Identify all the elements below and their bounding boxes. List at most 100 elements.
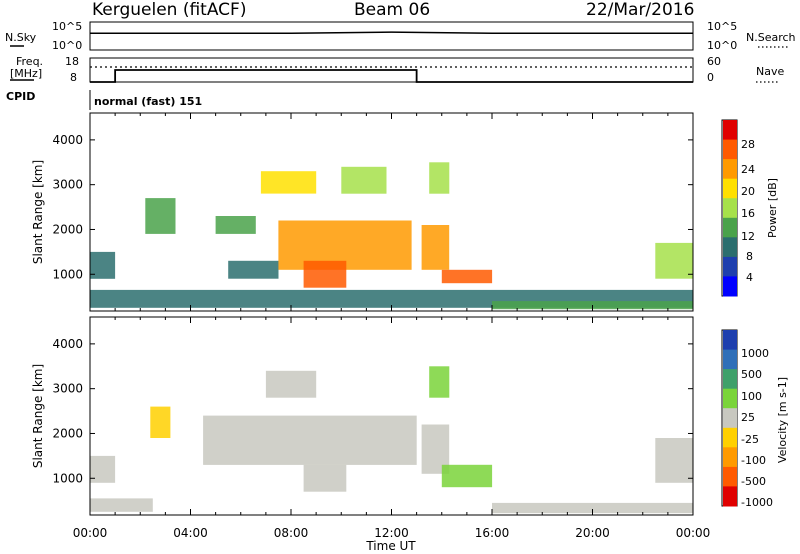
power-cbar-label: Power [dB] [766,178,779,238]
colorbar-swatch-7 [723,256,737,277]
power-cbar-tick-1: 24 [741,163,755,176]
vel-cbar-tick-1: 500 [741,368,762,381]
x-tick-label: 12:00 [374,526,409,540]
x-tick-label: 00:00 [676,526,711,540]
power-ylabel: Slant Range [km] [31,160,45,264]
x-tick-label: 04:00 [173,526,208,540]
vel-cbar-tick-6: -500 [741,475,766,488]
heatmap-region-8 [441,464,493,488]
freq-tick-high: 18 [65,55,79,68]
vel-cbar-tick-2: 100 [741,390,762,403]
velocity-heatmap [90,366,693,514]
freq-panel: Freq. [MHz] 18 8 60 0 Nave [10,55,784,84]
freq-label-line2: [MHz] [10,67,42,80]
y-tick-label: 1000 [52,267,83,281]
power-cbar-tick-3: 16 [741,207,755,220]
vel-cbar-tick-0: 1000 [741,347,769,360]
heatmap-region-4 [228,260,279,279]
station-title: Kerguelen (fitACF) [92,0,246,20]
power-cbar-tick-6: 4 [746,271,753,284]
noise-tick-low-left: 10^0 [52,39,82,52]
heatmap-region-0 [90,498,153,512]
y-tick-label: 1000 [52,471,83,485]
colorbar-swatch-0 [723,120,737,141]
nave-tick-high: 60 [707,55,721,68]
power-heatmap [90,162,693,310]
heatmap-region-7 [303,260,347,288]
nsky-series [90,31,693,34]
colorbar-swatch-4 [723,408,737,429]
x-axis-labels: 00:00 04:00 08:00 12:00 16:00 20:00 00:00 [73,526,711,540]
colorbar-swatch-5 [723,217,737,238]
cpid-label: CPID [6,90,35,103]
vel-cbar-tick-5: -100 [741,454,766,467]
nave-label: Nave [756,65,784,78]
noise-tick-high-left: 10^5 [52,20,82,33]
x-tick-label: 00:00 [73,526,108,540]
x-tick-label: 08:00 [274,526,309,540]
heatmap-region-4 [265,370,317,398]
freq-tick-low: 8 [70,71,77,84]
colorbar-swatch-4 [723,198,737,219]
power-cbar-tick-2: 20 [741,185,755,198]
heatmap-region-5 [303,464,347,492]
y-tick-label: 4000 [52,133,83,147]
y-tick-label: 2000 [52,222,83,236]
heatmap-region-10 [655,438,693,483]
nsearch-label: N.Search [746,31,796,44]
heatmap-region-10 [429,162,450,194]
nsky-label: N.Sky [5,31,37,44]
heatmap-region-2 [150,406,171,438]
nave-tick-low: 0 [707,71,714,84]
colorbar-swatch-8 [723,276,737,297]
heatmap-region-11 [441,269,493,284]
velocity-cbar-label: Velocity [m s-1] [776,377,789,463]
x-tick-label: 20:00 [575,526,610,540]
heatmap-region-9 [421,225,450,270]
heatmap-region-13 [655,242,693,279]
power-cbar-tick-4: 12 [741,230,755,243]
colorbar-swatch-1 [723,349,737,370]
colorbar-swatch-3 [723,178,737,199]
noise-panel: N.Sky N.Search 10^5 10^0 10^5 10^0 [5,20,796,52]
colorbar-swatch-7 [723,466,737,487]
y-tick-label: 2000 [52,426,83,440]
freq-series [90,69,693,83]
beam-title: Beam 06 [354,0,430,20]
heatmap-region-3 [215,216,256,234]
velocity-panel: 4000 3000 2000 1000 Slant Range [km] 1000 5… [31,316,789,516]
colorbar-swatch-2 [723,159,737,180]
freq-label-line1: Freq. [16,55,43,68]
colorbar-swatch-2 [723,369,737,390]
heatmap-region-8 [341,166,387,194]
y-tick-label: 3000 [52,178,83,192]
colorbar-swatch-6 [723,237,737,258]
velocity-colorbar: 1000 500 100 25 -25 -100 -500 -1000 Velo… [721,329,789,509]
heatmap-region-9 [492,502,693,514]
vel-cbar-tick-3: 25 [741,411,755,424]
noise-tick-high-right: 10^5 [707,20,737,33]
colorbar-swatch-0 [723,330,737,351]
colorbar-swatch-3 [723,388,737,409]
y-tick-label: 4000 [52,337,83,351]
cpid-value: normal (fast) 151 [94,95,202,108]
power-cbar-tick-5: 8 [746,250,753,263]
heatmap-region-7 [429,366,450,398]
vel-cbar-tick-7: -1000 [741,496,773,509]
colorbar-swatch-5 [723,427,737,448]
x-tick-label: 16:00 [475,526,510,540]
colorbar-swatch-6 [723,447,737,468]
velocity-ylabel: Slant Range [km] [31,364,45,468]
colorbar-swatch-1 [723,139,737,160]
power-panel: 4000 3000 2000 1000 Slant Range [km] 28 24 … [31,112,779,312]
noise-tick-low-right: 10^0 [707,39,737,52]
heatmap-region-5 [260,171,317,194]
vel-cbar-tick-4: -25 [741,433,759,446]
power-cbar-tick-0: 28 [741,138,755,151]
heatmap-region-2 [145,198,176,234]
date-title: 22/Mar/2016 [586,0,694,20]
power-colorbar: 28 24 20 16 12 8 4 Power [dB] [721,119,779,297]
colorbar-swatch-8 [723,486,737,507]
heatmap-region-3 [203,415,417,465]
x-axis-title: Time UT [365,539,416,553]
